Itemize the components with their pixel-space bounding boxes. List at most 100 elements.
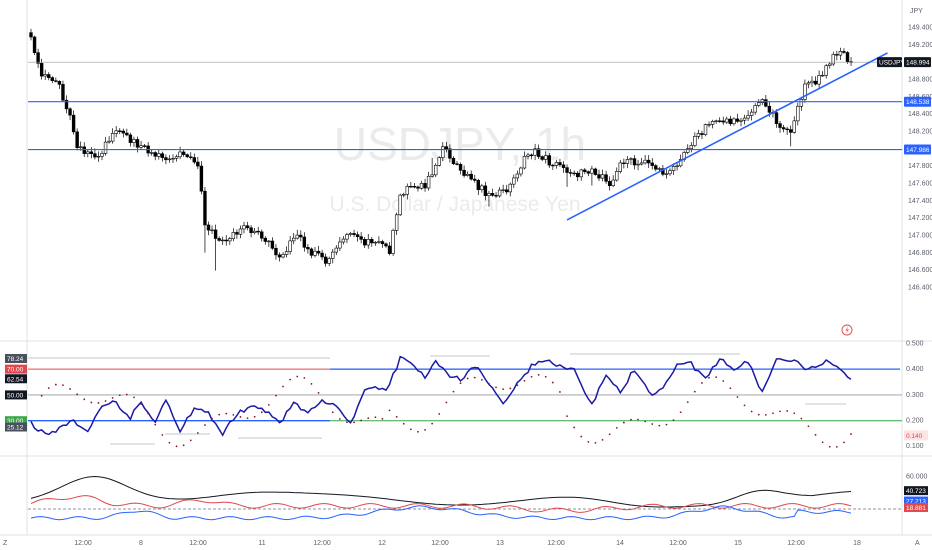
candle-up	[828, 63, 832, 66]
osc-dot	[196, 432, 199, 434]
osc-left-tag-bg	[5, 364, 27, 374]
candle-up	[394, 214, 399, 231]
candle-down	[558, 162, 562, 166]
osc-dot	[445, 401, 448, 404]
osc-dot	[665, 423, 668, 426]
candle-down	[384, 243, 388, 247]
price-tick-label: 148.200	[908, 129, 932, 136]
candle-up	[749, 111, 754, 116]
osc-dot	[580, 435, 583, 438]
osc-dot	[90, 401, 93, 404]
candle-down	[306, 247, 310, 250]
osc-dot	[729, 387, 732, 390]
adx-tag-bg	[904, 486, 928, 496]
osc-dot	[559, 391, 561, 393]
osc-dot	[388, 409, 391, 412]
osc-dot	[154, 423, 157, 426]
candle-down	[650, 162, 654, 166]
candle-down	[362, 239, 367, 246]
candle-up	[178, 151, 182, 158]
osc-dot	[431, 422, 434, 425]
candle-down	[118, 130, 122, 132]
flash-icon[interactable]	[841, 324, 853, 336]
osc-dot	[800, 417, 803, 420]
osc-dot	[601, 438, 604, 441]
candle-up	[639, 162, 644, 165]
candle-up	[590, 168, 594, 174]
candle-down	[774, 112, 779, 124]
osc-dot	[402, 422, 405, 425]
candle-down	[256, 230, 260, 233]
candle-up	[600, 174, 605, 179]
candle-up	[433, 165, 438, 176]
candle-up	[174, 156, 179, 159]
candle-down	[29, 32, 33, 38]
osc-dot	[62, 384, 64, 387]
osc-dot	[260, 411, 263, 414]
candle-up	[331, 251, 335, 259]
candle-down	[50, 77, 55, 81]
candle-up	[267, 240, 271, 243]
candle-down	[568, 172, 573, 174]
adx-tag: 40.723	[906, 488, 926, 495]
candle-up	[221, 239, 225, 242]
candle-down	[473, 178, 477, 181]
candle-down	[547, 155, 552, 166]
candle-up	[526, 154, 530, 157]
candle-up	[43, 74, 47, 77]
candle-up	[671, 166, 676, 171]
candle-up	[501, 189, 505, 191]
osc-dot	[701, 382, 703, 384]
osc-dot	[267, 403, 270, 406]
candle-down	[75, 131, 79, 148]
candle-up	[210, 229, 214, 232]
osc-dot	[544, 375, 547, 378]
candle-up	[824, 65, 828, 76]
candle-up	[398, 194, 402, 216]
candle-down	[721, 120, 725, 123]
candle-up	[252, 230, 257, 233]
osc-dot	[843, 441, 845, 444]
timezone-button[interactable]: Z	[3, 540, 8, 547]
osc-dot	[516, 384, 519, 387]
osc-dot	[644, 420, 647, 423]
candle-up	[519, 167, 523, 175]
price-tick-label: 147.400	[908, 198, 932, 205]
candle-up	[664, 173, 669, 175]
osc-dot	[140, 403, 142, 405]
osc-dot	[125, 393, 128, 396]
candle-down	[64, 99, 69, 110]
candle-down	[781, 127, 786, 130]
adx-line	[30, 475, 852, 508]
candle-down	[160, 153, 165, 158]
candle-down	[199, 165, 204, 192]
osc-dot	[182, 444, 185, 447]
osc-dot	[204, 424, 206, 426]
osc-dot	[793, 412, 796, 415]
oscillator-pane: 0.500 0.400 0.300 0.200 0.100 78.24 70.00 62.54…	[5, 341, 928, 450]
candle-down	[845, 52, 850, 63]
candle-up	[714, 120, 718, 122]
candle-down	[196, 161, 200, 167]
osc-dot	[331, 411, 334, 414]
osc-dot	[69, 388, 71, 390]
candle-down	[561, 164, 566, 168]
price-tick-label: 147.000	[908, 233, 932, 240]
candle-up	[611, 179, 615, 186]
candle-down	[71, 114, 76, 133]
osc-dot	[360, 419, 363, 422]
osc-dot	[573, 426, 576, 429]
candle-up	[753, 105, 757, 113]
candle-up	[288, 240, 292, 252]
candle-up	[139, 145, 143, 148]
candle-down	[842, 51, 846, 53]
time-axis-label: 12:00	[189, 540, 207, 547]
candle-down	[735, 118, 740, 122]
osc-dot	[530, 375, 533, 378]
auto-scale-button[interactable]: A	[915, 540, 920, 547]
candle-down	[125, 132, 129, 136]
candle-down	[586, 171, 591, 174]
candle-up	[348, 233, 353, 235]
